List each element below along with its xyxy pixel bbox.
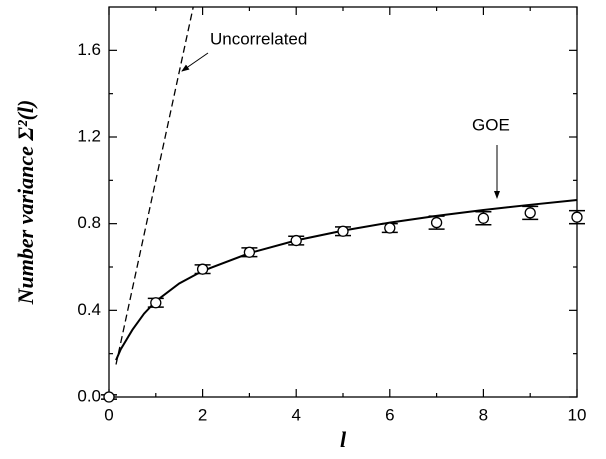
x-tick-label: 0 — [104, 405, 113, 424]
series-line — [115, 199, 578, 361]
x-tick-label: 6 — [385, 405, 394, 424]
y-tick-label: 0.4 — [77, 300, 101, 319]
x-tick-label: 4 — [291, 405, 300, 424]
data-point — [337, 225, 349, 237]
x-tick-label: 2 — [198, 405, 207, 424]
annotation: Uncorrelated — [210, 29, 307, 48]
data-point — [384, 222, 396, 234]
x-tick-label: 10 — [568, 405, 587, 424]
plot-frame — [108, 6, 578, 398]
y-tick-label: 0.0 — [77, 386, 101, 405]
data-point — [430, 216, 443, 229]
y-axis-label: Number variance Σ²(l) — [13, 100, 38, 306]
data-point — [150, 297, 162, 309]
data-point — [477, 212, 490, 224]
y-tick-label: 1.6 — [77, 40, 101, 59]
annotation: GOE — [472, 115, 510, 134]
data-point — [243, 246, 256, 258]
data-point — [524, 207, 536, 219]
x-axis-label: l — [340, 427, 347, 452]
data-point — [103, 391, 115, 403]
y-tick-label: 1.2 — [77, 126, 101, 145]
data-point — [196, 263, 209, 275]
annotation-arrow — [181, 52, 209, 72]
y-tick-label: 0.8 — [77, 213, 101, 232]
data-point — [290, 234, 302, 247]
series-line — [115, 6, 194, 365]
data-point — [571, 211, 583, 223]
x-tick-label: 8 — [479, 405, 488, 424]
